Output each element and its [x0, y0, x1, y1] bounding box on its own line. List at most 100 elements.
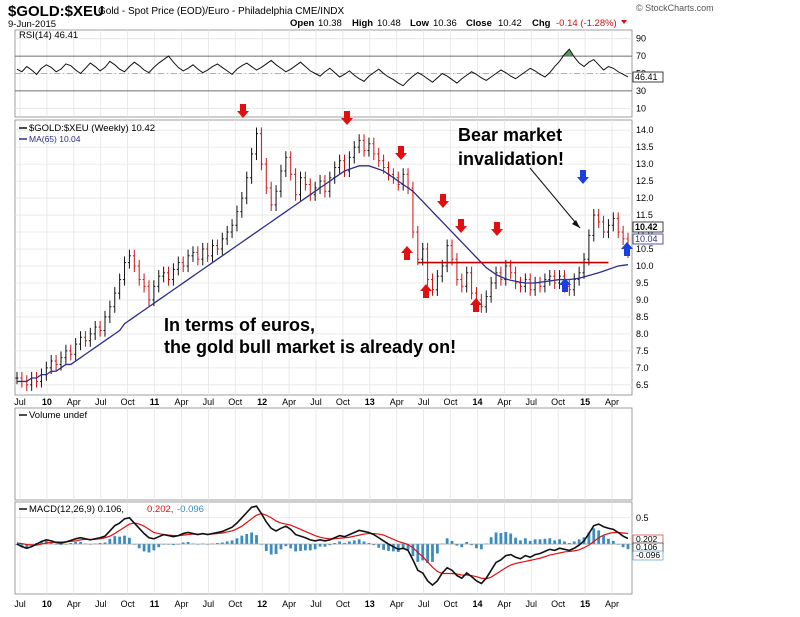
macd-histogram-bar	[553, 540, 557, 545]
panel-titles: RSI(14) 46.41 $GOLD:$XEU (Weekly) 10.42 …	[19, 30, 204, 515]
macd-histogram-bar	[523, 538, 527, 545]
macd-histogram-bar	[567, 543, 571, 545]
macd-histogram-bar	[577, 539, 581, 545]
macd-histogram-bar	[172, 544, 175, 546]
macd-histogram-bar	[79, 541, 82, 545]
macd-histogram-bar	[59, 544, 63, 546]
ma-line	[17, 165, 629, 383]
macd-histogram-bar	[357, 539, 361, 545]
price-y-tick-label: 6.5	[636, 380, 649, 390]
macd-histogram-bar	[391, 544, 395, 552]
macd-histogram-bar	[123, 535, 126, 545]
macd-histogram-bar	[40, 541, 43, 545]
blue-down-arrow-icon	[577, 170, 589, 184]
rsi-y-tick-label: 30	[636, 86, 646, 96]
annotation-bear-line2: invalidation!	[458, 149, 564, 169]
macd-histogram-bar	[152, 544, 156, 551]
quote-close-value: 10.42	[498, 18, 522, 29]
last-ma-label: 10.04	[635, 234, 658, 244]
macd-x-tick-label: Oct	[121, 599, 136, 609]
macd-histogram-bar	[499, 533, 503, 545]
quote-close-label: Close	[466, 18, 492, 29]
macd-histogram-bar	[128, 537, 131, 545]
macd-histogram-bar	[519, 540, 522, 545]
macd-histogram-bar	[626, 544, 630, 550]
macd-histogram-bar	[460, 544, 464, 548]
macd-x-tick-label: Oct	[228, 599, 243, 609]
macd-histogram-bar	[274, 544, 278, 555]
price-panel	[15, 127, 630, 391]
macd-histogram-bar	[548, 538, 552, 545]
macd-histogram-bar	[528, 540, 532, 545]
macd-histogram-bar	[74, 541, 78, 545]
macd-histogram-bar	[308, 544, 312, 551]
annotation-pointer-arrowhead-icon	[572, 220, 580, 228]
price-y-tick-label: 9.0	[636, 295, 649, 305]
macd-histogram-bar	[587, 532, 591, 545]
red-down-arrow-icon	[491, 222, 503, 236]
macd-x-tick-label: 13	[365, 599, 375, 609]
macd-histogram-bar	[318, 544, 322, 547]
macd-histogram-bar	[225, 541, 229, 545]
macd-histogram-bar	[157, 544, 161, 548]
macd-histogram-bar	[103, 542, 107, 545]
macd-histogram-bar	[49, 542, 53, 545]
macd-histogram-bar	[303, 544, 307, 551]
price-x-tick-label: 12	[257, 397, 267, 407]
macd-histogram-bar	[563, 541, 566, 545]
macd-histogram-bar	[479, 544, 483, 550]
quote-chg-label: Chg	[532, 18, 551, 29]
macd-x-tick-label: Jul	[310, 599, 322, 609]
quote-open-label: Open	[290, 18, 314, 29]
price-x-tick-label: Jul	[526, 397, 538, 407]
macd-histogram-bar	[572, 541, 576, 545]
quote-readout: Open 10.38 High 10.48 Low 10.36 Close 10…	[290, 18, 627, 29]
macd-histogram-bar	[421, 544, 425, 561]
quote-low-label: Low	[410, 18, 430, 29]
symbol-title: $GOLD:$XEU	[8, 3, 104, 20]
price-y-tick-label: 13.0	[636, 159, 654, 169]
macd-x-tick-label: Jul	[203, 599, 215, 609]
macd-x-tick-label: Oct	[444, 599, 459, 609]
price-y-tick-label: 11.5	[636, 210, 653, 220]
macd-histogram-bar	[289, 544, 293, 549]
price-x-tick-label: Jul	[310, 397, 322, 407]
macd-histogram-bar	[538, 539, 542, 545]
annotation-bear-line1: Bear market	[458, 125, 562, 145]
blue-up-arrow-icon	[621, 242, 633, 256]
macd-histogram-bar	[607, 538, 610, 545]
macd-x-tick-label: 10	[42, 599, 52, 609]
macd-histogram-bar	[347, 541, 351, 545]
macd-histogram-bar	[396, 544, 400, 552]
macd-histogram-bar	[401, 544, 405, 550]
macd-histogram-bar	[343, 543, 346, 545]
macd-histogram-bar	[98, 543, 102, 545]
macd-histogram-bar	[25, 544, 29, 548]
macd-histogram-bar	[382, 544, 385, 550]
price-x-tick-label: Jul	[14, 397, 26, 407]
macd-title-hist: -0.096	[177, 504, 204, 515]
macd-x-tick-label: Apr	[67, 599, 81, 609]
price-x-tick-label: Apr	[67, 397, 81, 407]
macd-histogram-bar	[245, 534, 249, 545]
macd-panel	[15, 505, 632, 587]
macd-x-tick-label: Apr	[497, 599, 511, 609]
macd-histogram-bar	[509, 533, 513, 545]
price-x-tick-label: 13	[365, 397, 375, 407]
macd-histogram-bar	[294, 544, 298, 552]
macd-histogram-bar	[558, 539, 561, 545]
rsi-y-tick-label: 10	[636, 103, 646, 113]
macd-histogram-bar	[489, 537, 493, 545]
annotation-euro-line2: the gold bull market is already on!	[164, 337, 456, 357]
price-x-tick-label: Jul	[418, 397, 430, 407]
rsi-y-tick-label: 70	[636, 51, 646, 61]
macd-histogram-bar	[186, 541, 190, 545]
macd-histogram-bar	[338, 541, 342, 545]
macd-y-tick-label: 0.5	[636, 513, 649, 523]
macd-x-tick-label: Jul	[95, 599, 107, 609]
macd-x-tick-label: Jul	[526, 599, 538, 609]
price-x-tick-label: Jul	[95, 397, 107, 407]
macd-histogram-bar	[323, 544, 327, 547]
blue-up-arrow-icon	[559, 278, 571, 292]
